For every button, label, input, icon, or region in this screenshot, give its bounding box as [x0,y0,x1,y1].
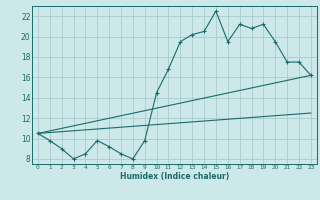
X-axis label: Humidex (Indice chaleur): Humidex (Indice chaleur) [120,172,229,181]
